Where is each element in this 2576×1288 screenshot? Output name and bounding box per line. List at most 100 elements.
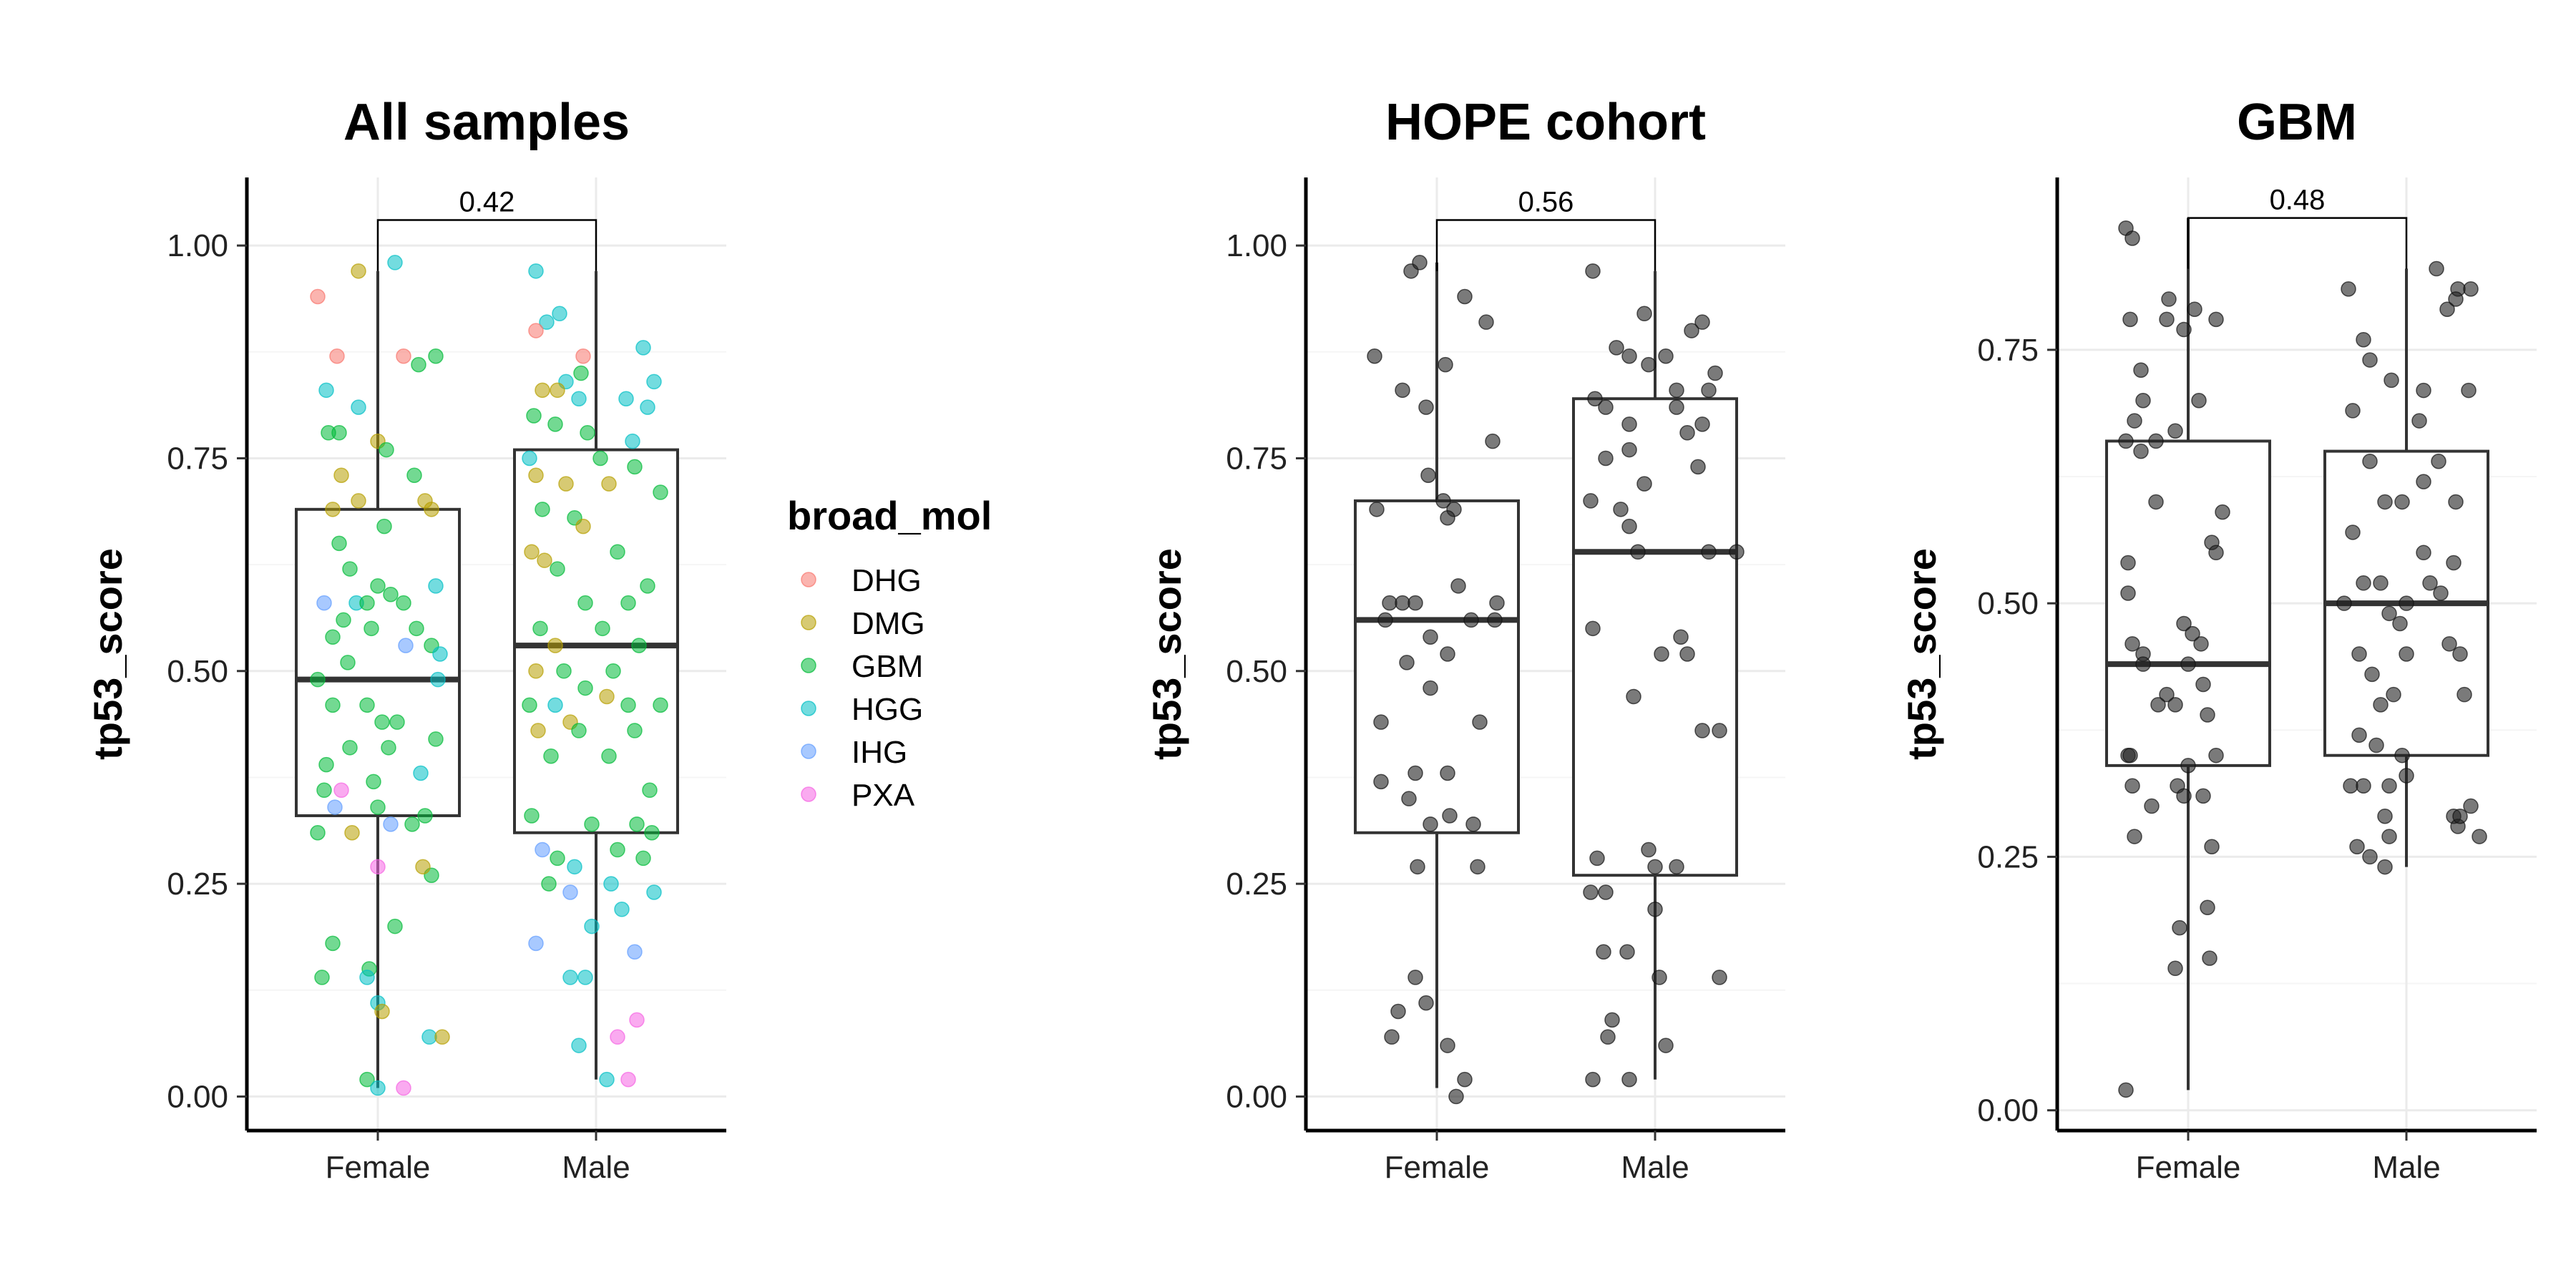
data-point <box>1373 774 1389 790</box>
data-point <box>646 884 662 900</box>
data-point <box>1367 348 1382 364</box>
data-point <box>2124 230 2140 246</box>
data-point <box>1690 459 1706 475</box>
data-point <box>595 620 610 637</box>
data-point <box>417 808 433 824</box>
y-tick-label: 0.75 <box>1226 441 1287 476</box>
legend: broad_mol DHG DMG GBM HGG IHG PXA <box>787 493 992 813</box>
data-point <box>331 535 347 552</box>
data-point <box>1395 382 1410 399</box>
data-point <box>2349 839 2365 854</box>
data-point <box>1585 263 1601 279</box>
data-point <box>526 408 542 424</box>
data-point <box>1679 425 1695 441</box>
data-point <box>1636 306 1652 322</box>
data-point <box>1418 399 1434 415</box>
data-point <box>396 348 411 364</box>
panel-title: All samples <box>343 94 630 151</box>
y-tick-label: 1.00 <box>1226 228 1287 263</box>
data-point <box>1604 1012 1620 1028</box>
data-point <box>571 723 587 738</box>
data-point <box>359 970 375 985</box>
data-point <box>2362 849 2378 865</box>
p-value-label: 0.42 <box>459 186 515 218</box>
data-point <box>1457 288 1473 305</box>
data-point <box>2439 301 2455 317</box>
box-female <box>1354 499 1520 834</box>
data-point <box>2118 1082 2134 1098</box>
data-point <box>2167 697 2183 713</box>
data-point <box>1707 365 1723 381</box>
y-tick-label: 0.25 <box>167 867 228 902</box>
data-point <box>550 382 565 399</box>
data-point <box>389 714 405 730</box>
data-point <box>333 467 349 483</box>
data-point <box>646 374 662 390</box>
data-point <box>1621 518 1637 535</box>
data-point <box>1390 1003 1406 1020</box>
data-point <box>1478 314 1494 330</box>
data-point <box>2215 504 2230 520</box>
data-point <box>370 859 386 875</box>
data-point <box>1694 416 1710 432</box>
data-point <box>577 970 593 985</box>
data-point <box>640 578 655 594</box>
data-point <box>359 595 375 611</box>
data-point <box>2399 768 2414 784</box>
data-point <box>571 1038 587 1053</box>
data-point <box>2122 311 2138 328</box>
x-tick-label: Male <box>2372 1150 2440 1185</box>
data-point <box>1652 970 1667 985</box>
data-point <box>1399 655 1415 670</box>
data-point <box>592 450 608 467</box>
data-point <box>539 314 555 330</box>
data-point <box>571 391 587 406</box>
data-point <box>635 340 651 356</box>
data-point <box>614 902 630 917</box>
legend-key-hgg <box>801 701 816 716</box>
data-point <box>1395 595 1410 611</box>
data-point <box>1673 629 1689 645</box>
data-point <box>421 1029 437 1045</box>
data-point <box>1407 595 1423 611</box>
data-point <box>550 850 565 867</box>
data-point <box>351 263 366 279</box>
data-point <box>584 918 600 935</box>
data-point <box>2208 311 2224 328</box>
data-point <box>1679 646 1695 662</box>
data-point <box>316 595 332 611</box>
data-point <box>1423 629 1438 645</box>
data-point <box>379 441 394 458</box>
data-point <box>2167 423 2183 439</box>
data-point <box>522 450 537 467</box>
data-point <box>2416 382 2431 399</box>
data-point <box>2472 829 2487 844</box>
data-point <box>1609 340 1624 356</box>
data-point <box>532 620 548 637</box>
data-point <box>411 356 426 373</box>
data-point <box>1598 450 1614 467</box>
data-point <box>535 841 550 858</box>
data-point <box>2384 372 2399 389</box>
data-point <box>2373 575 2389 591</box>
data-point <box>413 765 429 781</box>
data-point <box>359 1071 375 1088</box>
data-point <box>524 544 540 560</box>
data-point <box>2345 525 2361 540</box>
data-point <box>1621 1071 1637 1088</box>
data-point <box>376 518 392 535</box>
data-point <box>1442 808 1458 824</box>
data-point <box>541 876 557 892</box>
data-point <box>2381 778 2397 794</box>
data-point <box>1583 493 1599 509</box>
data-point <box>547 638 563 653</box>
data-point <box>642 782 658 799</box>
data-point <box>344 825 360 841</box>
data-point <box>2345 403 2361 419</box>
data-point <box>2416 545 2431 561</box>
data-point <box>2120 555 2136 571</box>
data-point <box>1669 859 1684 875</box>
data-point <box>610 1029 625 1045</box>
data-point <box>2127 413 2142 429</box>
data-point <box>1647 902 1663 917</box>
